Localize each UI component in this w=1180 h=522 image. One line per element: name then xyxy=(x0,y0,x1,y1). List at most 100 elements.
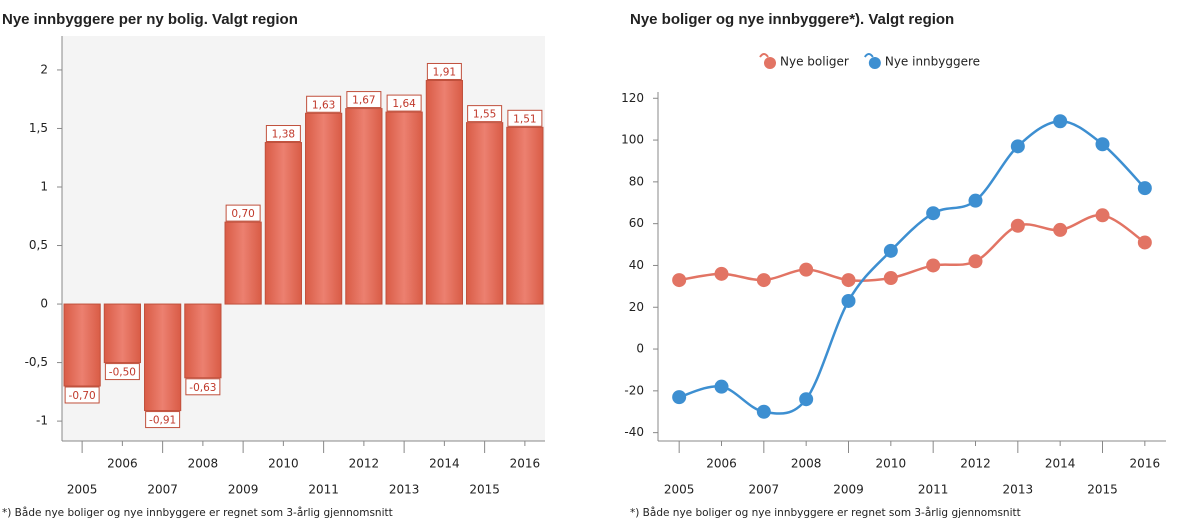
bar xyxy=(264,142,302,305)
value-label: 1,91 xyxy=(433,66,456,78)
point xyxy=(1095,208,1110,223)
x-tick-label: 2016 xyxy=(510,457,541,471)
x-tick-label: 2012 xyxy=(960,457,991,471)
y-tick-label: -0,5 xyxy=(25,355,48,369)
x-tick-label: 2010 xyxy=(268,457,299,471)
point xyxy=(1053,222,1068,237)
value-label-box xyxy=(225,204,261,222)
y-tick-label: 0 xyxy=(636,342,644,356)
bar xyxy=(63,303,101,387)
legend-marker xyxy=(764,57,776,69)
bar xyxy=(345,108,383,305)
value-label-box xyxy=(507,109,543,127)
bar xyxy=(144,303,182,412)
y-tick-label: 2 xyxy=(40,62,48,76)
value-label-box xyxy=(346,91,382,109)
legend-label: Nye boliger xyxy=(780,55,849,69)
bar xyxy=(466,122,504,305)
plot-background xyxy=(62,36,545,441)
point xyxy=(1137,181,1152,196)
value-label: 1,63 xyxy=(312,99,335,111)
x-tick-label: 2005 xyxy=(67,483,98,497)
point xyxy=(968,193,983,208)
point xyxy=(1010,218,1025,233)
series-line xyxy=(678,214,1146,282)
point xyxy=(756,273,771,288)
value-label-box xyxy=(386,94,422,112)
value-label-box xyxy=(104,363,140,381)
value-label-box xyxy=(467,105,503,123)
point xyxy=(714,266,729,281)
y-tick-label: 80 xyxy=(629,174,644,188)
point xyxy=(714,379,729,394)
y-tick-label: 1 xyxy=(40,179,48,193)
x-tick-label: 2008 xyxy=(791,457,822,471)
bar xyxy=(305,112,343,305)
point xyxy=(841,293,856,308)
point xyxy=(799,262,814,277)
x-tick-label: 2005 xyxy=(664,483,695,497)
x-tick-label: 2012 xyxy=(349,457,380,471)
point xyxy=(1010,139,1025,154)
value-label: 1,38 xyxy=(272,129,295,141)
series-line xyxy=(678,120,1146,415)
value-label: -0,50 xyxy=(109,367,136,379)
value-label: 1,67 xyxy=(352,95,375,107)
footnote: *) Både nye boliger og nye innbyggere er… xyxy=(2,506,393,519)
x-tick-label: 2009 xyxy=(228,483,259,497)
value-label: 1,51 xyxy=(513,113,536,125)
legend-label: Nye innbyggere xyxy=(885,55,980,69)
y-tick-label: -1 xyxy=(36,414,48,428)
x-tick-label: 2008 xyxy=(188,457,219,471)
value-label-box xyxy=(265,125,301,143)
y-tick-label: 0,5 xyxy=(29,238,48,252)
point xyxy=(672,273,687,288)
x-tick-label: 2006 xyxy=(107,457,138,471)
point xyxy=(926,206,941,221)
point xyxy=(756,404,771,419)
chart-title: Nye innbyggere per ny bolig. Valgt regio… xyxy=(2,11,298,28)
value-label: -0,63 xyxy=(189,382,216,394)
y-tick-label: 0 xyxy=(40,297,48,311)
legend-curl xyxy=(864,53,874,58)
point xyxy=(799,392,814,407)
value-label: 0,70 xyxy=(231,208,254,220)
point xyxy=(883,270,898,285)
x-tick-label: 2011 xyxy=(308,483,339,497)
point xyxy=(841,273,856,288)
x-tick-label: 2014 xyxy=(1045,457,1076,471)
point xyxy=(672,390,687,405)
footnote: *) Både nye boliger og nye innbyggere er… xyxy=(630,506,1021,519)
point xyxy=(1137,235,1152,250)
x-tick-label: 2016 xyxy=(1130,457,1161,471)
bar xyxy=(103,303,141,364)
y-tick-label: 20 xyxy=(629,300,644,314)
value-label-box xyxy=(145,411,181,429)
y-tick-label: 60 xyxy=(629,216,644,230)
x-tick-label: 2015 xyxy=(1087,483,1118,497)
value-label: -0,70 xyxy=(69,390,96,402)
x-tick-label: 2013 xyxy=(1003,483,1034,497)
value-label-box xyxy=(185,378,221,396)
bar xyxy=(184,303,222,379)
x-tick-label: 2009 xyxy=(833,483,864,497)
value-label: 1,64 xyxy=(392,98,416,110)
value-label: 1,55 xyxy=(473,109,496,121)
point xyxy=(883,243,898,258)
x-tick-label: 2010 xyxy=(876,457,907,471)
y-tick-label: -20 xyxy=(624,383,644,397)
value-label: -0,91 xyxy=(149,415,176,427)
x-tick-label: 2007 xyxy=(147,483,178,497)
value-label-box xyxy=(426,62,462,80)
x-tick-label: 2014 xyxy=(429,457,460,471)
legend-marker xyxy=(868,57,881,69)
x-tick-label: 2006 xyxy=(706,457,737,471)
y-tick-label: 1,5 xyxy=(29,121,48,135)
chart-title: Nye boliger og nye innbyggere*). Valgt r… xyxy=(630,11,954,28)
bar xyxy=(506,126,544,305)
x-tick-label: 2007 xyxy=(749,483,780,497)
y-tick-label: -40 xyxy=(624,425,644,439)
point xyxy=(1053,114,1068,129)
point xyxy=(926,258,941,273)
